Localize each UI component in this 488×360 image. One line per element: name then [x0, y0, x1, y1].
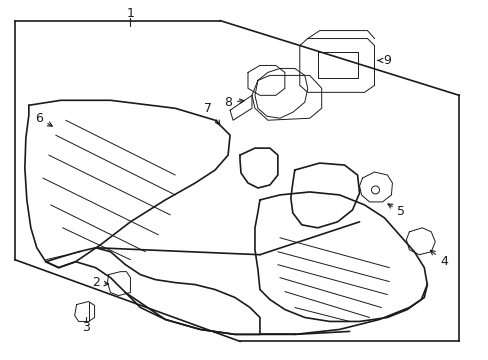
Polygon shape	[229, 95, 251, 120]
Polygon shape	[247, 66, 285, 95]
Polygon shape	[107, 272, 130, 296]
Polygon shape	[299, 39, 374, 92]
Polygon shape	[251, 75, 321, 120]
Polygon shape	[406, 228, 434, 255]
Text: 6: 6	[35, 112, 52, 126]
Polygon shape	[46, 248, 260, 334]
Polygon shape	[25, 100, 229, 268]
Text: 7: 7	[203, 102, 219, 125]
Text: 1: 1	[126, 7, 134, 20]
Text: 2: 2	[91, 276, 108, 289]
Text: 9: 9	[377, 54, 390, 67]
Polygon shape	[75, 302, 94, 321]
Text: 5: 5	[387, 204, 405, 219]
Polygon shape	[240, 148, 277, 188]
Text: 4: 4	[429, 250, 447, 268]
Polygon shape	[359, 172, 392, 202]
Text: 3: 3	[81, 321, 89, 334]
Polygon shape	[290, 163, 359, 228]
Polygon shape	[254, 192, 427, 321]
Text: 8: 8	[224, 96, 244, 109]
Polygon shape	[254, 68, 307, 118]
